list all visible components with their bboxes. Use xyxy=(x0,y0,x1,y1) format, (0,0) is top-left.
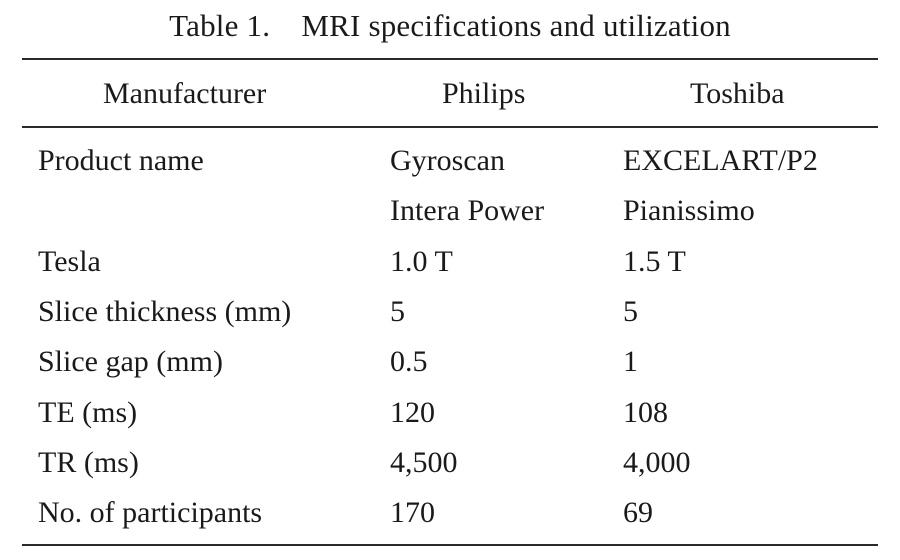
table-cell-philips: Intera Power xyxy=(390,194,545,227)
table-row-label: Slice thickness (mm) xyxy=(38,295,292,328)
table-cell-philips: 120 xyxy=(390,396,435,429)
table-cell-philips: 4,500 xyxy=(390,446,458,479)
table-cell-philips: Gyroscan xyxy=(390,144,505,177)
header-manufacturer: Manufacturer xyxy=(103,77,267,110)
table-cell-toshiba: EXCELART/P2 xyxy=(623,144,818,177)
table-row-label: Tesla xyxy=(38,245,101,278)
header-toshiba: Toshiba xyxy=(690,77,785,110)
table-cell-toshiba: 4,000 xyxy=(623,446,691,479)
table-cell-toshiba: 5 xyxy=(623,295,638,328)
table-cell-toshiba: Pianissimo xyxy=(623,194,755,227)
table-cell-toshiba: 69 xyxy=(623,496,653,529)
table-cell-toshiba: 108 xyxy=(623,396,668,429)
table-row-label: Product name xyxy=(38,144,204,177)
bottom-rule xyxy=(22,544,878,546)
header-philips: Philips xyxy=(442,77,526,110)
table-row-label: No. of participants xyxy=(38,496,263,529)
table-cell-philips: 0.5 xyxy=(390,345,428,378)
table-title: Table 1. MRI specifications and utilizat… xyxy=(169,8,731,43)
table-row-label: Slice gap (mm) xyxy=(38,345,223,378)
table-cell-toshiba: 1 xyxy=(623,345,638,378)
table-row-label: TE (ms) xyxy=(38,396,138,429)
header-rule xyxy=(22,126,878,128)
table-cell-philips: 5 xyxy=(390,295,405,328)
table-row-label: TR (ms) xyxy=(38,446,139,479)
table-cell-toshiba: 1.5 T xyxy=(623,245,686,278)
top-rule xyxy=(22,58,878,60)
table-cell-philips: 1.0 T xyxy=(390,245,453,278)
table-cell-philips: 170 xyxy=(390,496,435,529)
